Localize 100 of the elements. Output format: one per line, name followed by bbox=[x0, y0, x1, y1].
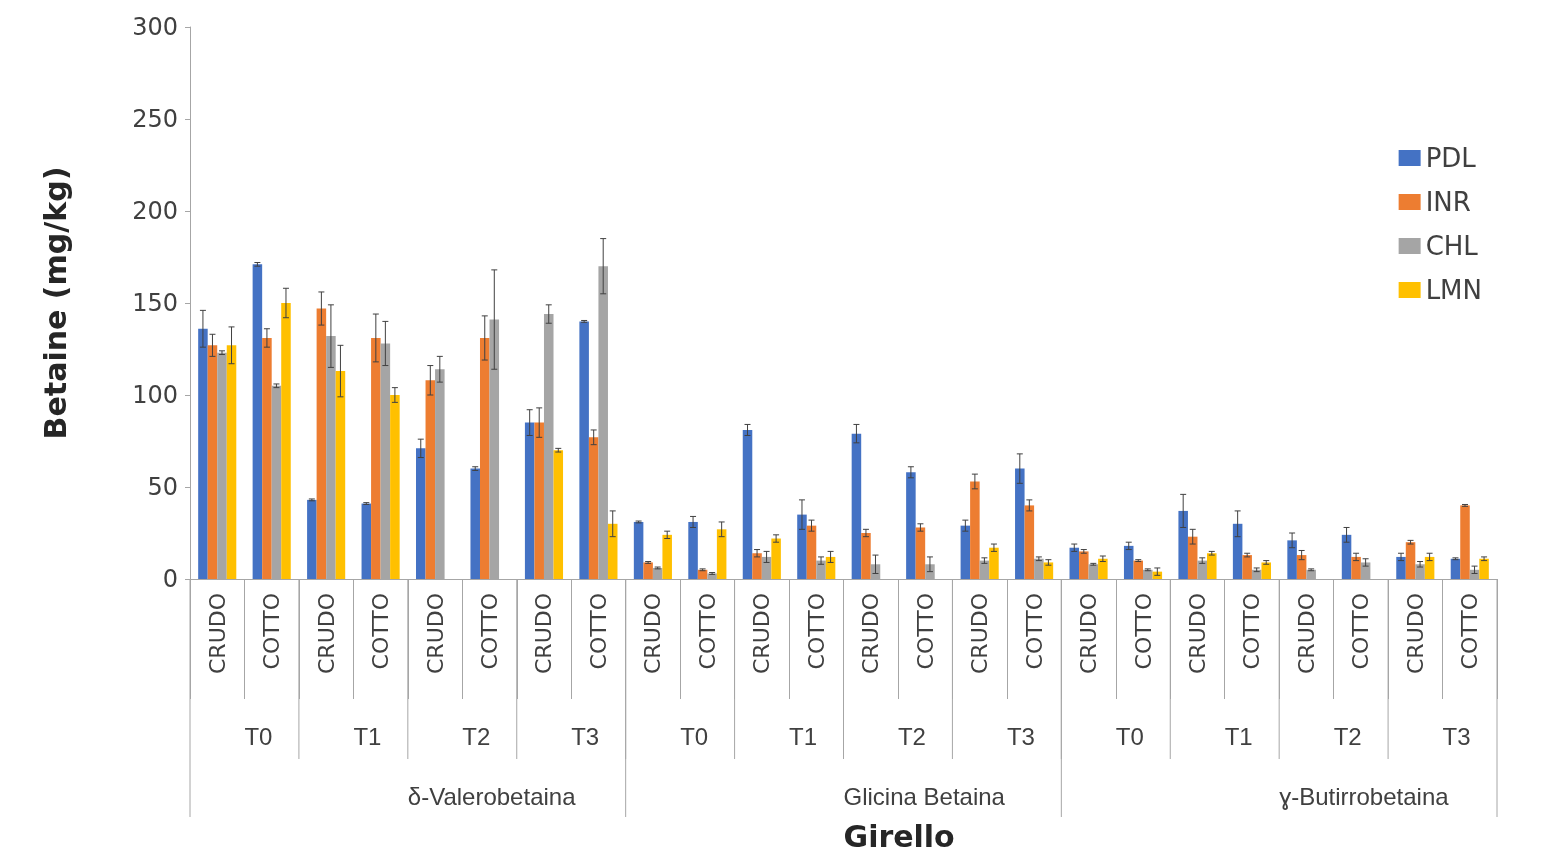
bar bbox=[989, 547, 999, 579]
bar bbox=[1098, 558, 1108, 579]
bar bbox=[643, 562, 653, 579]
y-tick-label: 0 bbox=[162, 565, 178, 593]
text: T1 bbox=[353, 722, 382, 750]
text: Glicina Betaina bbox=[843, 782, 1006, 810]
bar bbox=[1178, 510, 1188, 579]
bar bbox=[470, 468, 480, 579]
bar bbox=[1341, 534, 1352, 579]
x-tick-label: COTTO bbox=[585, 593, 611, 670]
legend-label: INR bbox=[1425, 187, 1471, 217]
bar bbox=[371, 337, 381, 579]
bar bbox=[416, 448, 426, 579]
text: T2 bbox=[1333, 722, 1362, 750]
bar bbox=[588, 437, 599, 579]
text: T2 bbox=[462, 722, 491, 750]
y-tick-label: 50 bbox=[147, 473, 178, 501]
x-tick-label: COTTO bbox=[259, 593, 285, 670]
bar bbox=[553, 450, 564, 579]
bar bbox=[716, 529, 727, 579]
x-tick-label: CRUDO bbox=[313, 593, 339, 675]
text: δ-Valerobetaina bbox=[407, 782, 577, 810]
bar bbox=[1242, 555, 1252, 579]
legend-label: LMN bbox=[1425, 275, 1483, 305]
bar bbox=[915, 527, 926, 579]
bar bbox=[752, 553, 762, 579]
bar bbox=[198, 328, 208, 579]
bar bbox=[1079, 551, 1089, 579]
x-tick-label: COTTO bbox=[912, 593, 938, 670]
x-tick-label: CRUDO bbox=[1184, 593, 1210, 675]
bar bbox=[1396, 556, 1406, 579]
x-tick-label: CRUDO bbox=[1076, 593, 1102, 675]
bar bbox=[524, 422, 535, 579]
text: T3 bbox=[1006, 722, 1035, 750]
bar bbox=[1043, 562, 1054, 579]
x-tick-label: CRUDO bbox=[967, 593, 993, 675]
bar bbox=[307, 499, 317, 579]
bar bbox=[771, 538, 781, 579]
x-tick-label: COTTO bbox=[803, 593, 829, 670]
text: T0 bbox=[244, 722, 273, 750]
x-tick-label: CRUDO bbox=[749, 593, 775, 675]
bar bbox=[1133, 560, 1144, 579]
bar bbox=[861, 533, 871, 579]
bar bbox=[1207, 553, 1217, 579]
bar bbox=[425, 380, 436, 579]
bar bbox=[1024, 505, 1035, 579]
bar bbox=[1069, 547, 1080, 579]
x-tick-label: CRUDO bbox=[640, 593, 666, 675]
text: T3 bbox=[1442, 722, 1471, 750]
bar bbox=[226, 345, 237, 579]
bar bbox=[1296, 555, 1307, 579]
bar bbox=[607, 523, 618, 579]
bar bbox=[1450, 558, 1461, 579]
bar bbox=[960, 525, 971, 579]
x-tick-label: COTTO bbox=[477, 593, 503, 670]
x-tick-label: COTTO bbox=[1457, 593, 1483, 670]
x-tick-label: CRUDO bbox=[204, 593, 230, 675]
x-tick-label: COTTO bbox=[1348, 593, 1374, 670]
y-tick-label: 300 bbox=[132, 13, 178, 41]
bar bbox=[1287, 540, 1297, 579]
x-tick-label: COTTO bbox=[1239, 593, 1265, 670]
bar bbox=[906, 472, 916, 579]
bar bbox=[851, 433, 862, 579]
y-tick-label: 250 bbox=[132, 105, 178, 133]
x-tick-label: COTTO bbox=[368, 593, 394, 670]
x-tick-label: COTTO bbox=[1130, 593, 1156, 670]
text: T0 bbox=[680, 722, 709, 750]
x-tick-label: CRUDO bbox=[858, 593, 884, 675]
x-tick-label: COTTO bbox=[694, 593, 720, 670]
bar bbox=[207, 345, 218, 579]
y-tick-label: 150 bbox=[132, 289, 178, 317]
legend-label: PDL bbox=[1425, 143, 1477, 173]
bar bbox=[316, 308, 327, 579]
x-tick-label: CRUDO bbox=[1402, 593, 1428, 675]
bar bbox=[662, 534, 672, 579]
bar bbox=[390, 395, 400, 579]
bar bbox=[633, 521, 644, 579]
bar bbox=[797, 514, 807, 579]
bar bbox=[806, 525, 817, 579]
text: T1 bbox=[789, 722, 818, 750]
bar bbox=[1232, 523, 1243, 579]
bar bbox=[361, 503, 372, 579]
x-tick-label: COTTO bbox=[1021, 593, 1047, 670]
y-tick-label: 200 bbox=[132, 197, 178, 225]
bar bbox=[262, 337, 272, 579]
text: T3 bbox=[571, 722, 600, 750]
bar bbox=[1015, 468, 1025, 579]
bar bbox=[281, 303, 291, 579]
text: T2 bbox=[897, 722, 926, 750]
bar bbox=[1351, 556, 1361, 579]
bar bbox=[1479, 558, 1489, 579]
bar bbox=[1123, 545, 1134, 579]
bar bbox=[1187, 536, 1198, 579]
legend-label: CHL bbox=[1425, 231, 1479, 261]
bar bbox=[1405, 542, 1416, 579]
bar bbox=[1460, 505, 1470, 579]
y-tick-label: 100 bbox=[132, 381, 178, 409]
y-axis-title: Betaine (mg/kg) bbox=[37, 166, 73, 440]
x-tick-label: CRUDO bbox=[422, 593, 448, 675]
x-axis-title: Girello bbox=[843, 818, 955, 854]
